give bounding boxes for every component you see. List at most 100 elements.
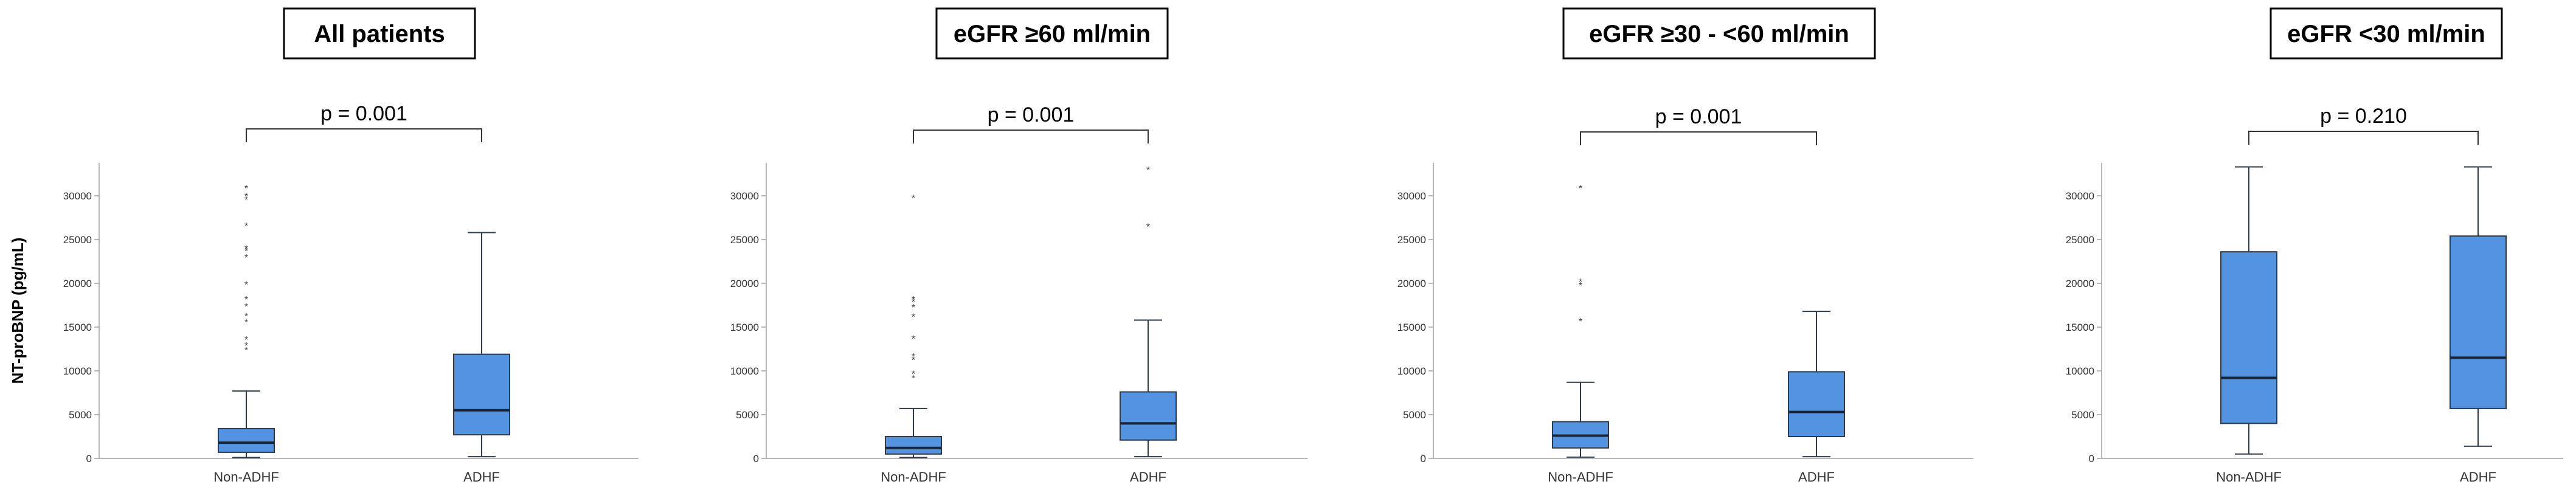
x-category-label: Non-ADHF [1548, 469, 1613, 485]
outlier-point: * [912, 334, 915, 345]
y-tick-label: 10000 [730, 365, 759, 377]
panel-title-box [1562, 7, 1876, 60]
p-value-label: p = 0.001 [320, 102, 407, 125]
panel-4: eGFR <30 ml/min 0 5000 10000 15000 20000 25000… [2066, 7, 2563, 485]
iqr-box [2220, 251, 2277, 424]
panel-1: All patients 0 5000 10000 15000 20000 25000 300… [9, 7, 639, 485]
y-tick-label: 5000 [69, 409, 92, 421]
x-category-label: Non-ADHF [2216, 469, 2282, 485]
y-tick-label: 0 [86, 453, 92, 465]
outlier-point: * [244, 335, 248, 345]
y-tick-label: 0 [2089, 453, 2094, 465]
iqr-box [453, 353, 510, 436]
iqr-box [1788, 371, 1845, 437]
outlier-point: * [1146, 165, 1150, 176]
box-non-adhf: Non-ADHF [2216, 166, 2282, 485]
y-tick-label: 15000 [1397, 322, 1426, 333]
outlier-point: * [912, 193, 915, 204]
y-tick-label: 0 [753, 453, 759, 465]
outlier-point: * [1146, 222, 1150, 232]
panel-title: eGFR ≥60 ml/min [954, 21, 1151, 47]
outlier-point: * [1579, 277, 1582, 288]
iqr-box [218, 428, 275, 453]
box-adhf: ADHF [1788, 311, 1845, 485]
x-category-label: Non-ADHF [881, 469, 946, 485]
x-category-label: Non-ADHF [213, 469, 279, 485]
outlier-point: * [244, 244, 248, 254]
y-tick-label: 20000 [63, 278, 92, 289]
iqr-box [2450, 235, 2507, 409]
iqr-box [1120, 391, 1177, 441]
iqr-box [885, 436, 942, 455]
panel-2: eGFR ≥60 ml/min 0 5000 10000 15000 20000 25000… [730, 7, 1307, 485]
outlier-point: * [912, 313, 915, 323]
outlier-point: * [912, 295, 915, 305]
outlier-point: * [244, 295, 248, 305]
x-category-label: ADHF [2460, 469, 2496, 485]
p-value-label: p = 0.210 [2320, 105, 2407, 128]
y-tick-label: 25000 [63, 234, 92, 246]
outlier-point: * [244, 345, 248, 356]
box-adhf: ADHF [2450, 166, 2507, 485]
outlier-point: * [244, 184, 248, 194]
y-tick-label: 20000 [2066, 278, 2094, 289]
y-tick-label: 5000 [1403, 409, 1426, 421]
y-axis-label: NT-proBNP (pg/mL) [9, 238, 27, 384]
outlier-point: * [244, 253, 248, 263]
y-tick-label: 30000 [63, 190, 92, 202]
panel-title-box [2270, 7, 2503, 60]
y-tick-label: 5000 [2071, 409, 2094, 421]
outlier-point: * [244, 317, 248, 328]
outlier-point: * [912, 352, 915, 362]
outlier-point: * [1579, 317, 1582, 327]
p-value-label: p = 0.001 [988, 103, 1075, 126]
y-tick-label: 25000 [1397, 234, 1426, 246]
y-tick-label: 30000 [730, 190, 759, 202]
y-tick-label: 25000 [730, 234, 759, 246]
y-tick-label: 30000 [2066, 190, 2094, 202]
outlier-point: * [244, 247, 248, 257]
p-value-label: p = 0.001 [1655, 105, 1742, 128]
box-non-adhf: ***************Non-ADHF [213, 184, 279, 485]
outlier-point: * [912, 369, 915, 379]
outlier-point: * [244, 221, 248, 232]
x-category-label: ADHF [463, 469, 500, 485]
outlier-point: * [912, 297, 915, 308]
y-tick-label: 30000 [1397, 190, 1426, 202]
significance-bracket [2248, 131, 2479, 145]
panel-title-box [283, 7, 476, 60]
outlier-point: * [912, 374, 915, 384]
y-tick-label: 15000 [63, 322, 92, 333]
x-category-label: ADHF [1798, 469, 1835, 485]
x-category-label: ADHF [1130, 469, 1166, 485]
outlier-point: * [1579, 184, 1582, 194]
outlier-point: * [244, 280, 248, 290]
outlier-point: * [244, 192, 248, 202]
significance-bracket [246, 128, 482, 142]
outlier-point: * [1579, 281, 1582, 291]
box-adhf: ADHF [453, 232, 510, 485]
outlier-point: * [244, 302, 248, 312]
y-tick-label: 5000 [736, 409, 759, 421]
y-tick-label: 0 [1421, 453, 1426, 465]
y-tick-label: 10000 [2066, 365, 2094, 377]
significance-bracket [1580, 131, 1817, 145]
outlier-point: * [244, 195, 248, 206]
outlier-point: * [912, 303, 915, 313]
y-tick-label: 15000 [2066, 322, 2094, 333]
y-tick-label: 10000 [1397, 365, 1426, 377]
y-tick-label: 25000 [2066, 234, 2094, 246]
significance-bracket [913, 130, 1149, 143]
y-tick-label: 15000 [730, 322, 759, 333]
outlier-point: * [244, 311, 248, 322]
y-tick-label: 10000 [63, 365, 92, 377]
y-tick-label: 20000 [1397, 278, 1426, 289]
box-non-adhf: **********Non-ADHF [881, 193, 946, 485]
panel-title: All patients [314, 21, 445, 47]
panel-title: eGFR ≥30 - <60 ml/min [1589, 21, 1849, 47]
outlier-point: * [244, 341, 248, 351]
outlier-point: * [912, 355, 915, 365]
panel-title: eGFR <30 ml/min [2287, 21, 2485, 47]
box-non-adhf: ****Non-ADHF [1548, 184, 1613, 485]
